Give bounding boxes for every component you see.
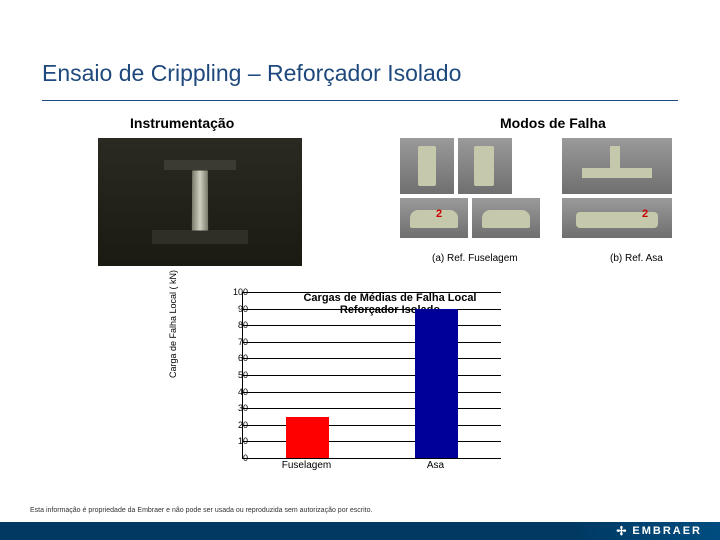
- chart-gridline: [243, 441, 501, 442]
- failure-photo-a2: [458, 138, 512, 194]
- caption-a: (a) Ref. Fuselagem: [432, 253, 518, 264]
- chart-gridline: [243, 425, 501, 426]
- chart-ytick: 20: [224, 420, 248, 430]
- failure-photo-a1: [400, 138, 454, 194]
- chart-bar: [415, 309, 459, 458]
- chart-ytick: 30: [224, 403, 248, 413]
- brand-logo: ✢ EMBRAER: [616, 524, 702, 538]
- chart-gridline: [243, 458, 501, 459]
- chart-ytick: 40: [224, 387, 248, 397]
- footer-bar: ✢ EMBRAER: [0, 522, 720, 540]
- chart-bar: [286, 417, 330, 459]
- slide-title: Ensaio de Crippling – Reforçador Isolado: [42, 60, 461, 87]
- failure-photo-b2: 2: [562, 198, 672, 238]
- chart-gridline: [243, 375, 501, 376]
- specimen-marker: 2: [434, 208, 444, 220]
- specimen-marker: 2: [640, 208, 650, 220]
- chart-gridline: [243, 325, 501, 326]
- bird-icon: ✢: [616, 524, 628, 538]
- chart-ylabel: Carga de Falha Local ( kN): [168, 270, 178, 378]
- test-rig-icon: [178, 160, 222, 244]
- failure-photo-a3: 2: [400, 198, 468, 238]
- chart-ytick: 60: [224, 353, 248, 363]
- footer-note: Esta informação é propriedade da Embraer…: [30, 507, 372, 514]
- chart-ytick: 80: [224, 320, 248, 330]
- chart-xcategory: Asa: [427, 460, 444, 471]
- title-divider: [42, 100, 678, 101]
- failure-photo-b1: [562, 138, 672, 194]
- chart-gridline: [243, 342, 501, 343]
- instrumentacao-photo: [98, 138, 302, 266]
- chart-gridline: [243, 358, 501, 359]
- chart-xcategory: Fuselagem: [282, 460, 331, 471]
- chart-ytick: 50: [224, 370, 248, 380]
- chart-ytick: 90: [224, 304, 248, 314]
- chart-gridline: [243, 392, 501, 393]
- chart-gridline: [243, 408, 501, 409]
- section-instrumentacao-label: Instrumentação: [130, 115, 234, 131]
- brand-text: EMBRAER: [632, 525, 702, 537]
- chart-ytick: 70: [224, 337, 248, 347]
- chart-ytick: 0: [224, 453, 248, 463]
- failure-load-chart: Carga de Falha Local ( kN) Cargas de Méd…: [180, 288, 510, 468]
- caption-b: (b) Ref. Asa: [610, 253, 663, 264]
- chart-gridline: [243, 309, 501, 310]
- chart-plot-area: [242, 292, 501, 459]
- failure-photo-a4: [472, 198, 540, 238]
- chart-ytick: 100: [224, 287, 248, 297]
- chart-gridline: [243, 292, 501, 293]
- section-modos-label: Modos de Falha: [500, 115, 606, 131]
- chart-ytick: 10: [224, 436, 248, 446]
